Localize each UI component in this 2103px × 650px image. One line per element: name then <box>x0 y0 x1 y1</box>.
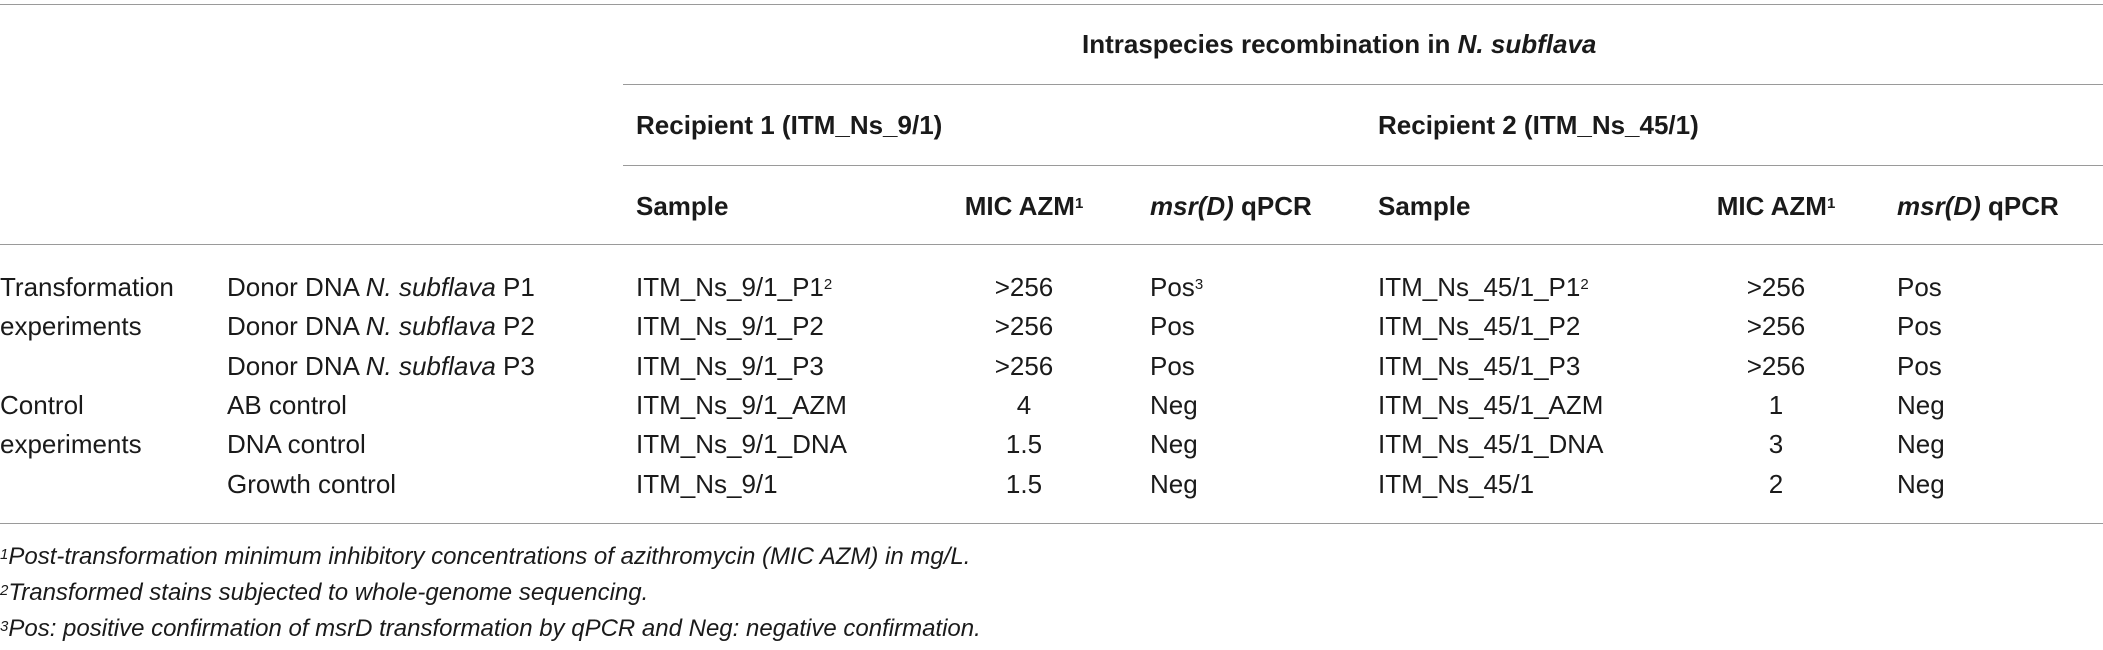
recipient-1-mic: >256 <box>994 311 1054 341</box>
row-condition: Growth control <box>227 469 397 499</box>
row-group-label: Control <box>0 390 84 420</box>
recipient-1-qpcr: Neg <box>1150 390 1198 420</box>
sample-footnote: 2 <box>823 276 833 293</box>
col-msr-1-suffix: qPCR <box>1233 191 1312 221</box>
recipient-2-sample: ITM_Ns_45/1_P3 <box>1378 351 1581 381</box>
group-title: Intraspecies recombination in N. subflav… <box>1082 28 1596 60</box>
condition-prefix: Donor DNA <box>227 351 366 381</box>
recipient-1-mic: 4 <box>1016 390 1032 420</box>
footnote-number: 3 <box>0 618 9 635</box>
qpcr-result: Pos <box>1150 272 1195 302</box>
row-group-label: experiments <box>0 311 142 341</box>
sample-footnote: 2 <box>1580 276 1589 293</box>
recipient-2-header: Recipient 2 (ITM_Ns_45/1) <box>1378 110 1699 140</box>
condition-species: N. subflava <box>365 272 496 302</box>
col-msr-1-gene: msr(D) <box>1150 191 1234 221</box>
condition-species: N. subflava <box>365 351 496 381</box>
recipient-1-qpcr: Neg <box>1150 469 1198 499</box>
recipient-1-sample: ITM_Ns_9/1 <box>636 469 778 499</box>
row-condition: Donor DNA N. subflava P1 <box>227 271 535 303</box>
column-header-rule <box>0 244 2103 245</box>
recipient-1-mic: 1.5 <box>1005 429 1043 459</box>
recipient-2-mic: 3 <box>1768 429 1784 459</box>
row-condition: AB control <box>227 390 347 420</box>
footnote-number: 2 <box>0 582 9 599</box>
recipient-1-sample: ITM_Ns_9/1_P2 <box>636 311 824 341</box>
table-bottom-rule <box>0 523 2103 524</box>
recipient-1-qpcr: Pos <box>1150 311 1195 341</box>
row-condition: Donor DNA N. subflava P3 <box>227 350 535 382</box>
recipient-1-mic: >256 <box>994 272 1054 302</box>
recipient-header-rule <box>623 165 2103 166</box>
col-msr-1: msr(D) qPCR <box>1150 190 1312 222</box>
recipient-2-qpcr: Neg <box>1897 469 1945 499</box>
col-sample-1: Sample <box>636 191 729 221</box>
recipient-1-header: Recipient 1 (ITM_Ns_9/1) <box>636 110 943 140</box>
sample-id: ITM_Ns_45/1_P1 <box>1378 272 1581 302</box>
recipient-1-qpcr: Pos <box>1150 351 1195 381</box>
recipient-2-mic: >256 <box>1746 351 1806 381</box>
recipient-2-qpcr: Pos <box>1897 272 1942 302</box>
group-title-prefix: Intraspecies recombination in <box>1082 29 1458 59</box>
group-title-species: N. subflava <box>1457 29 1597 59</box>
recipient-1-mic: 1.5 <box>1005 469 1043 499</box>
recipient-2-sample: ITM_Ns_45/1 <box>1378 469 1535 499</box>
col-msr-2-suffix: qPCR <box>1980 191 2059 221</box>
col-mic-2-footnote: 1 <box>1826 195 1836 212</box>
recipient-2-mic: >256 <box>1746 311 1806 341</box>
row-condition: Donor DNA N. subflava P2 <box>227 310 535 342</box>
row-group-label: Transformation <box>0 272 174 302</box>
recipient-2-qpcr: Pos <box>1897 351 1942 381</box>
sample-id: ITM_Ns_9/1_P1 <box>636 272 824 302</box>
condition-suffix: P2 <box>495 311 535 341</box>
col-mic-2: MIC AZM1 <box>1676 190 1876 222</box>
col-msr-2: msr(D) qPCR <box>1897 190 2059 222</box>
condition-suffix: P3 <box>495 351 535 381</box>
footnote: 1Post-transformation minimum inhibitory … <box>0 541 970 573</box>
recipient-1-sample: ITM_Ns_9/1_DNA <box>636 429 847 459</box>
col-msr-2-gene: msr(D) <box>1897 191 1981 221</box>
row-condition: DNA control <box>227 429 366 459</box>
recipient-2-qpcr: Neg <box>1897 390 1945 420</box>
group-header-rule <box>623 84 2103 85</box>
qpcr-footnote: 3 <box>1194 276 1204 293</box>
col-mic-1: MIC AZM1 <box>924 190 1124 222</box>
recipient-2-qpcr: Neg <box>1897 429 1945 459</box>
recipient-1-qpcr: Neg <box>1150 429 1198 459</box>
col-mic-1-label: MIC AZM <box>964 191 1075 221</box>
condition-prefix: Donor DNA <box>227 311 366 341</box>
recipient-2-mic: 2 <box>1768 469 1784 499</box>
footnote-number: 1 <box>0 546 9 563</box>
recipient-1-mic: >256 <box>994 351 1054 381</box>
col-mic-1-footnote: 1 <box>1074 195 1084 212</box>
recipient-1-sample: ITM_Ns_9/1_P12 <box>636 271 832 303</box>
recipient-2-sample: ITM_Ns_45/1_P2 <box>1378 311 1581 341</box>
recipient-1-qpcr: Pos3 <box>1150 271 1203 303</box>
recipient-2-sample: ITM_Ns_45/1_AZM <box>1378 390 1604 420</box>
recipient-2-sample: ITM_Ns_45/1_P12 <box>1378 271 1589 303</box>
footnote-text: Transformed stains subjected to whole-ge… <box>8 579 649 606</box>
footnote-text: Pos: positive confirmation of msrD trans… <box>8 615 981 642</box>
col-sample-2: Sample <box>1378 191 1471 221</box>
recipient-2-qpcr: Pos <box>1897 311 1942 341</box>
table-top-rule <box>0 4 2103 5</box>
condition-prefix: Donor DNA <box>227 272 366 302</box>
footnote: 3Pos: positive confirmation of msrD tran… <box>0 613 981 645</box>
footnote: 2Transformed stains subjected to whole-g… <box>0 577 648 609</box>
recipient-2-mic: 1 <box>1768 390 1784 420</box>
recipient-1-sample: ITM_Ns_9/1_AZM <box>636 390 847 420</box>
footnote-text: Post-transformation minimum inhibitory c… <box>8 543 971 570</box>
recipient-1-sample: ITM_Ns_9/1_P3 <box>636 351 824 381</box>
recipient-2-mic: >256 <box>1746 272 1806 302</box>
col-mic-2-label: MIC AZM <box>1716 191 1827 221</box>
condition-suffix: P1 <box>495 272 535 302</box>
condition-species: N. subflava <box>365 311 496 341</box>
recipient-2-sample: ITM_Ns_45/1_DNA <box>1378 429 1604 459</box>
row-group-label: experiments <box>0 429 142 459</box>
